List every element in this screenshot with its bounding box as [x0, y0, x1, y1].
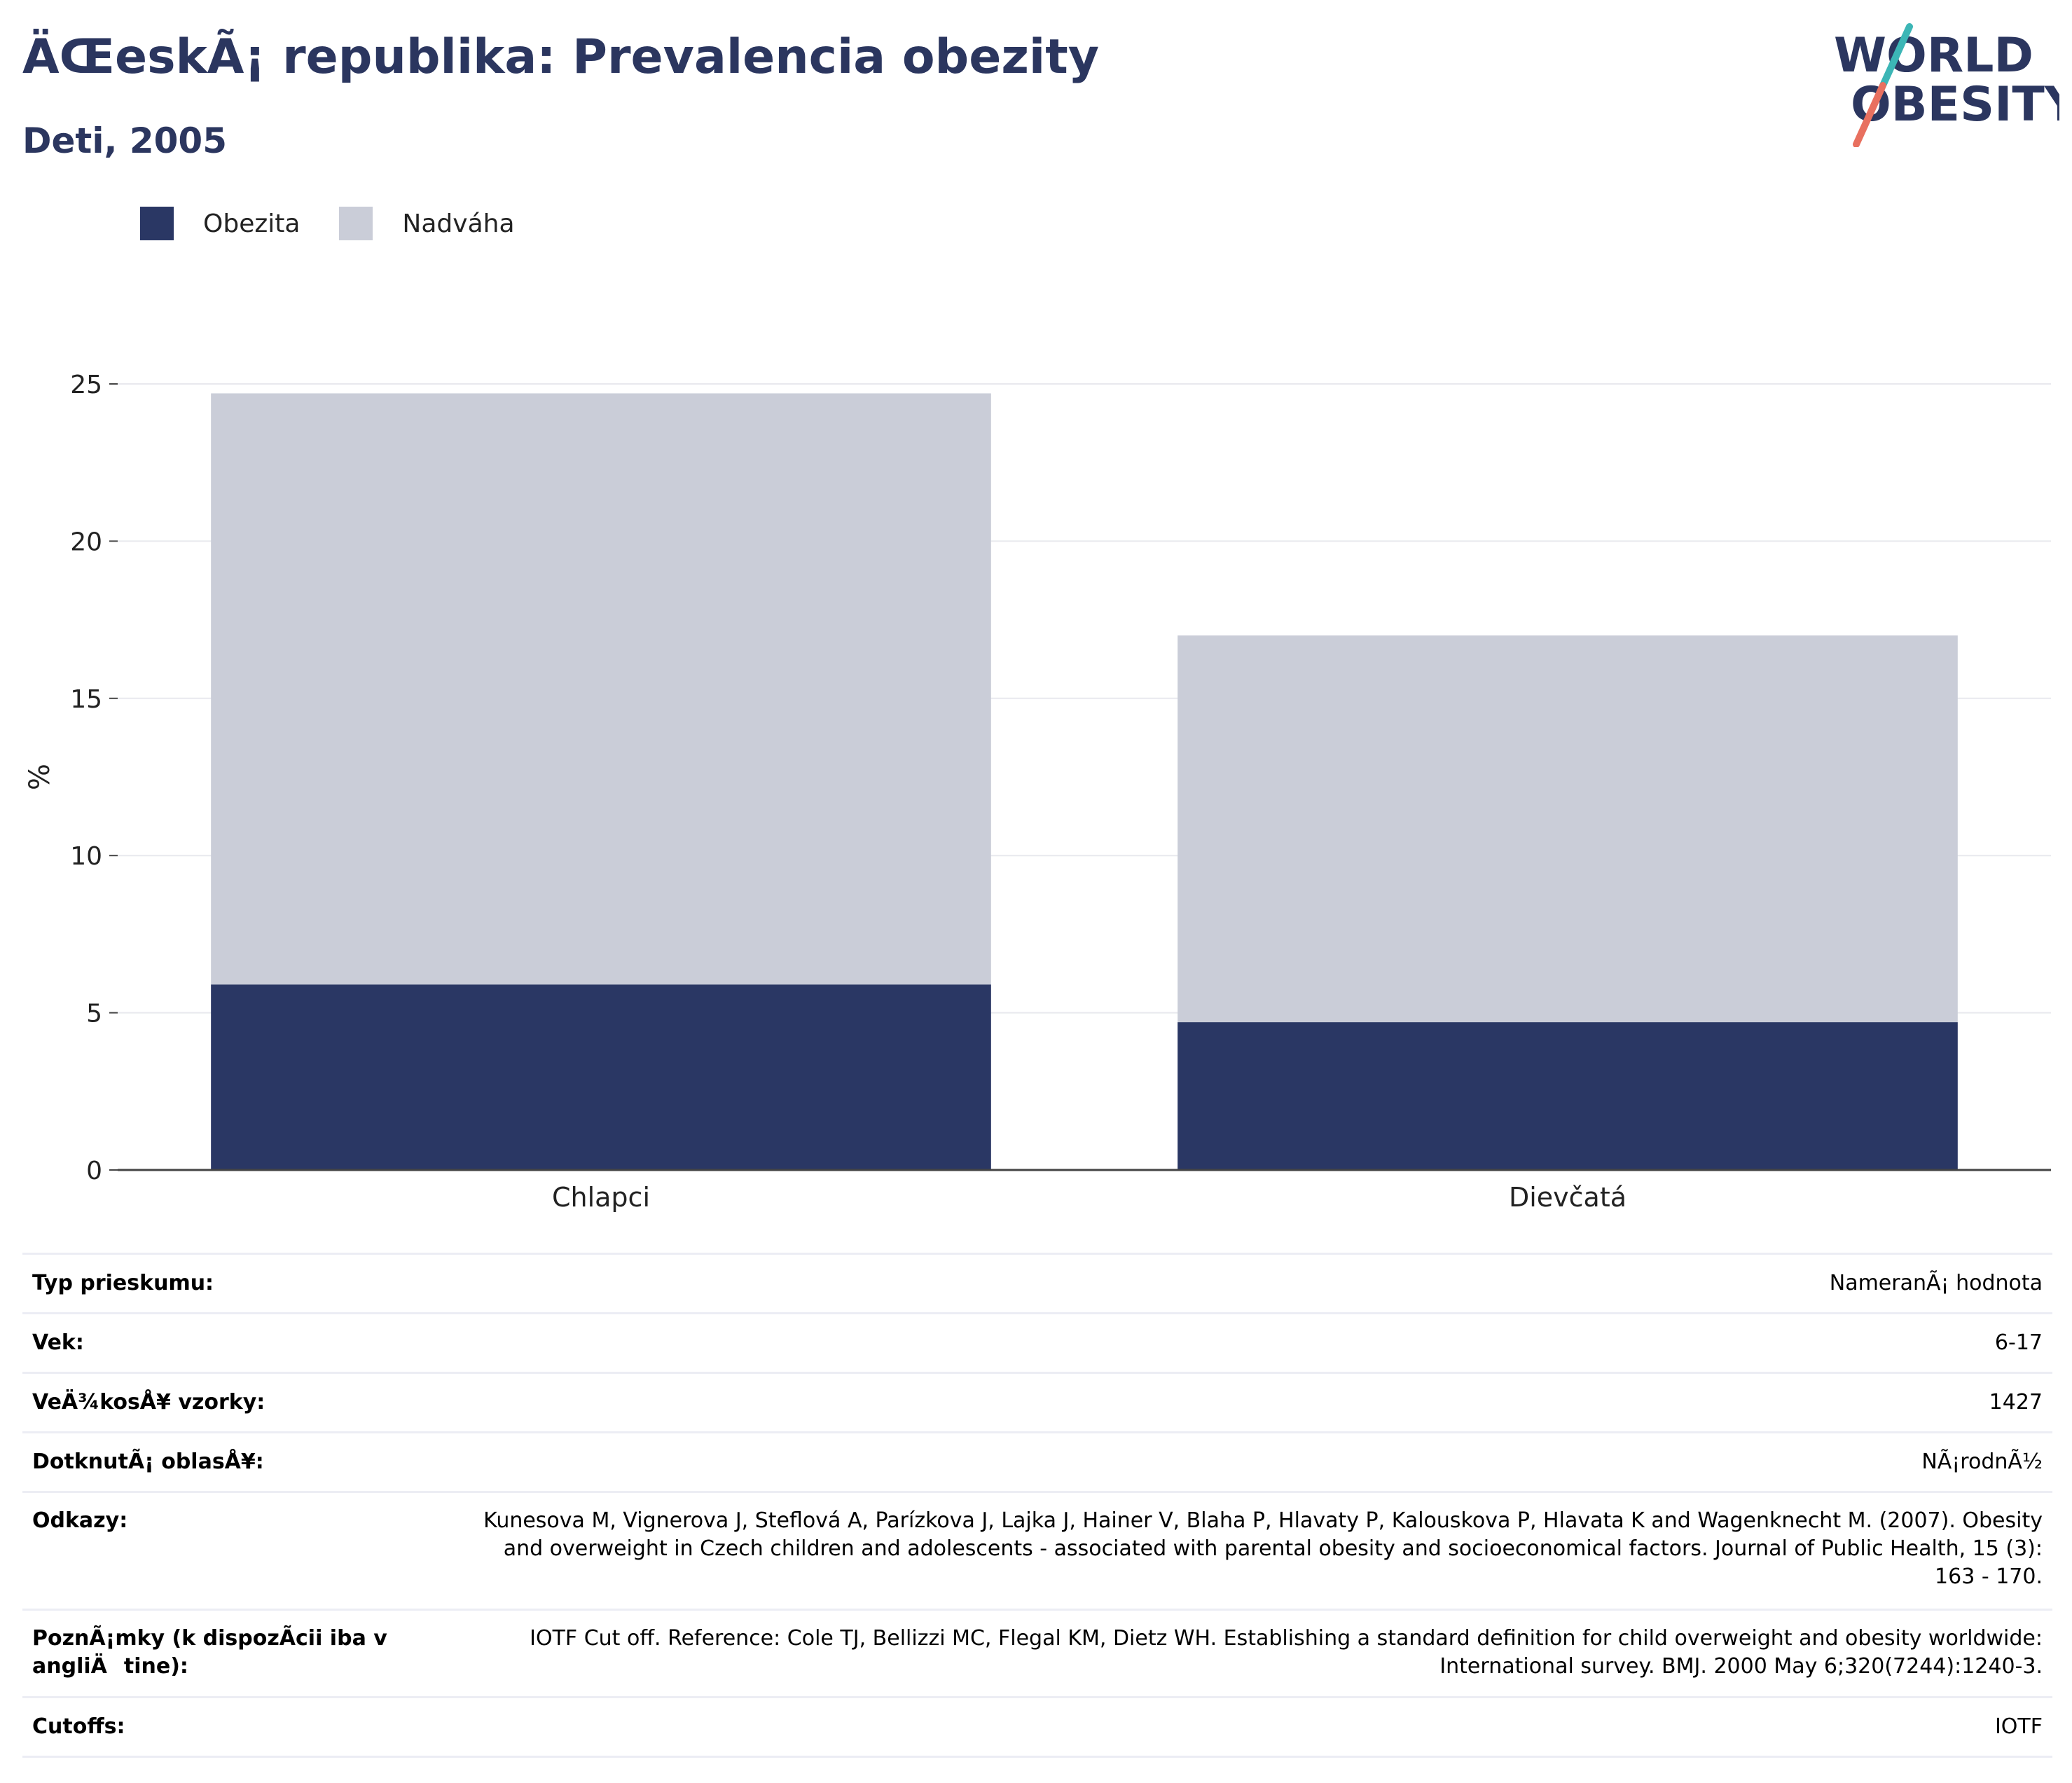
bar-obezita-0 [211, 984, 991, 1170]
survey-info-table: Typ prieskumu: NameranÃ¡ hodnota Vek: 6-… [22, 1253, 2052, 1758]
info-key: VeÄ¾kosÅ¥ vzorky: [22, 1372, 471, 1433]
info-row: PoznÃ¡mky (k dispozÃ­cii iba v angliÄti… [22, 1609, 2052, 1698]
x-tick-label: Dievčatá [1509, 1182, 1626, 1213]
y-tick-label: 10 [70, 842, 102, 871]
info-row: Cutoffs: IOTF [22, 1696, 2052, 1758]
info-key: Odkazy: [22, 1491, 471, 1610]
info-value: IOTF [471, 1696, 2052, 1758]
info-key: Vek: [22, 1312, 471, 1373]
x-tick-label: Chlapci [552, 1182, 650, 1213]
stacked-bar-chart: 0 5 10 15 20 25% Chlapci Dievčatá [24, 371, 2051, 1213]
y-tick-label: 15 [70, 685, 102, 714]
page-title: ÄŒeskÃ¡ republika: Prevalencia obezity [22, 29, 1100, 85]
logo-slash-top [1879, 23, 1913, 89]
info-row: Typ prieskumu: NameranÃ¡ hodnota [22, 1253, 2052, 1314]
info-value: IOTF Cut off. Reference: Cole TJ, Belliz… [471, 1609, 2052, 1698]
legend-swatch-nadvaha [339, 207, 373, 240]
info-key: Cutoffs: [22, 1696, 471, 1758]
chart-legend: Obezita Nadváha [140, 207, 554, 240]
legend-label-nadvaha: Nadváha [402, 209, 515, 238]
y-tick-label: 20 [70, 528, 102, 556]
legend-item-nadvaha[interactable]: Nadváha [339, 207, 515, 240]
info-row: VeÄ¾kosÅ¥ vzorky: 1427 [22, 1372, 2052, 1433]
info-key: PoznÃ¡mky (k dispozÃ­cii iba v angliÄti… [22, 1609, 471, 1698]
info-row: Odkazy: Kunesova M, Vignerova J, Steflov… [22, 1491, 2052, 1610]
info-value: NÃ¡rodnÃ½ [471, 1431, 2052, 1492]
world-obesity-logo: WORLD OBESITY [1834, 23, 2059, 147]
legend-item-obezita[interactable]: Obezita [140, 207, 300, 240]
info-value: NameranÃ¡ hodnota [471, 1253, 2052, 1314]
bar-obezita-1 [1177, 1022, 1958, 1170]
info-row: DotknutÃ¡ oblasÅ¥: NÃ¡rodnÃ½ [22, 1431, 2052, 1492]
y-tick-label: 5 [86, 1000, 102, 1028]
logo-slash-bottom [1853, 82, 1886, 147]
info-value: 1427 [471, 1372, 2052, 1433]
info-value: 6-17 [471, 1312, 2052, 1373]
legend-label-obezita: Obezita [203, 209, 301, 238]
bar-nadv-ha-0 [211, 393, 991, 985]
info-value: Kunesova M, Vignerova J, Steflová A, Par… [471, 1491, 2052, 1610]
logo-text-world: WORLD [1834, 28, 2033, 83]
y-axis-label: % [24, 764, 56, 790]
y-tick-label: 0 [86, 1157, 102, 1185]
info-key: DotknutÃ¡ oblasÅ¥: [22, 1431, 471, 1492]
info-key: Typ prieskumu: [22, 1253, 471, 1314]
bar-nadv-ha-1 [1177, 635, 1958, 1023]
page-subtitle: Deti, 2005 [22, 121, 228, 161]
y-tick-label: 25 [70, 371, 102, 399]
info-row: Vek: 6-17 [22, 1312, 2052, 1373]
legend-swatch-obezita [140, 207, 174, 240]
